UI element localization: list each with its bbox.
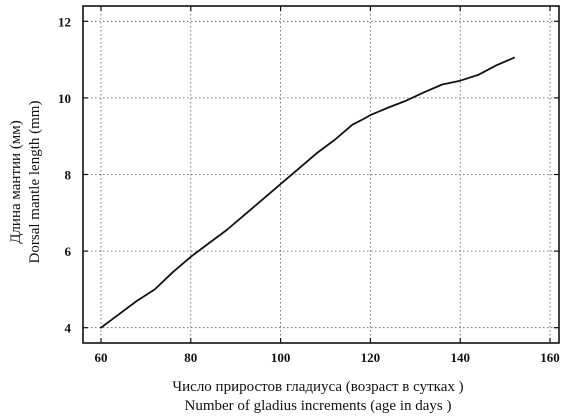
y-tick-label: 8 <box>65 168 72 183</box>
y-tick-label: 12 <box>58 14 71 29</box>
y-axis-title-line-1: Длина мантии (мм) <box>8 120 24 244</box>
plot-frame <box>82 5 560 344</box>
y-tick-label: 4 <box>65 321 72 336</box>
x-tick-label: 120 <box>361 350 381 365</box>
y-tick-label: 6 <box>65 244 72 259</box>
x-tick-label: 100 <box>271 350 291 365</box>
x-tick-label: 140 <box>450 350 470 365</box>
x-axis-title-line-2: Number of gladius increments (age in day… <box>184 398 451 414</box>
grid-lines <box>83 6 559 343</box>
axis-ticks <box>83 6 559 343</box>
x-tick-labels: 60 80 100 120 140 160 <box>94 350 559 365</box>
series-line <box>100 56 515 329</box>
x-tick-label: 60 <box>94 350 107 365</box>
y-axis-title-line-2: Dorsal mantle length (mm) <box>27 101 43 264</box>
x-axis-title-line-1: Число приростов гладиуса (возраст в сутк… <box>172 379 463 395</box>
y-tick-label: 10 <box>58 91 71 106</box>
x-tick-label: 80 <box>184 350 197 365</box>
y-tick-labels: 4 6 8 10 12 <box>58 14 72 335</box>
x-tick-label: 160 <box>540 350 560 365</box>
